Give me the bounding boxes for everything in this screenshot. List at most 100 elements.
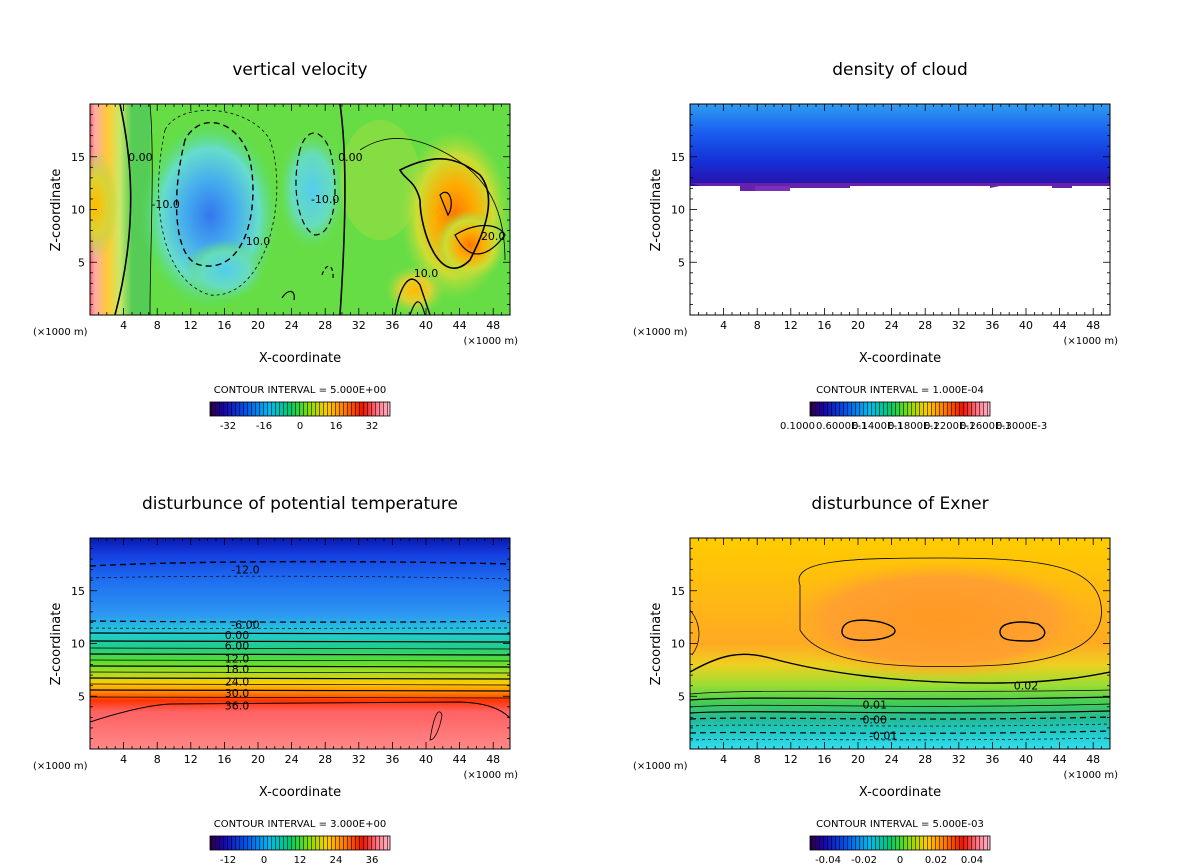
panel-exner: disturbunce of Exner 0.02 0.010.00 -0.01 4… [633,494,1118,866]
colorbar-tick-label: 0.2200E-1 [924,421,975,432]
colorbar-tick-label: 32 [366,421,379,432]
colorbar: -32 -16 0 16 32 [209,401,391,432]
contour-label: 0.02 [1014,680,1039,693]
x-tick-label: 4 [120,319,127,332]
x-tick-label: 32 [352,319,366,332]
x-tick-label: 32 [952,753,966,766]
colorbar-tick-label: 0.1800E-1 [888,421,939,432]
x-tick-label: 8 [754,319,761,332]
x-tick-label: 32 [952,319,966,332]
contour-label: 12.0 [225,652,250,665]
contour-labels: 0.02 0.010.00 -0.01 [863,680,1039,743]
colorbar-tick-label: 0 [261,855,267,866]
contour-label: 0.00 [863,713,888,726]
colorbar-tick-label: 12 [294,855,307,866]
y-tick-label: 15 [71,151,85,164]
colorbar-tick-label: 0 [897,855,903,866]
y-tick-label: 10 [671,204,685,217]
x-unit-right: (×1000 m) [463,336,518,347]
contour-label: 0.00 [128,151,153,164]
x-tick-label: 40 [419,319,433,332]
colorbar-ticks: 0.1000 0.6000E-10.1400E-10.1800E-10.2200E… [780,421,1047,432]
colorbar-tick-label: -0.02 [851,855,877,866]
contour-labels: 0.00 -10.0 10.0 -10.0 0.00 10.0 20.0 [128,151,505,280]
contour-label: 18.0 [225,663,250,676]
x-tick-label: 12 [184,753,198,766]
colorbar-tick-label: 16 [330,421,343,432]
contour-label: 24.0 [225,675,250,688]
x-tick-label: 44 [1053,753,1067,766]
x-unit-left: (×1000 m) [33,761,88,772]
colorbar-tick-label: 0.1000 [780,421,815,432]
chart-title: density of cloud [832,60,968,80]
contour-label: 20.0 [481,230,506,243]
x-tick-label: 40 [1019,753,1033,766]
x-unit-left: (×1000 m) [633,761,688,772]
x-tick-label: 36 [985,753,999,766]
x-tick-label: 24 [885,319,899,332]
x-tick-label: 40 [1019,319,1033,332]
x-unit-left: (×1000 m) [633,327,688,338]
y-axis-label: Z-coordinate [49,169,64,252]
chart-title: vertical velocity [232,60,367,80]
contour-label: -10.0 [311,193,339,206]
x-tick-label: 12 [784,319,798,332]
x-tick-label: 12 [784,753,798,766]
colorbar-tick-label: 0.04 [961,855,983,866]
colorbar-tick-label: 24 [330,855,343,866]
y-tick-label: 5 [678,256,685,269]
y-tick-label: 15 [671,151,685,164]
colorbar-ticks: -32 -16 0 16 32 [220,421,379,432]
x-tick-label: 4 [720,753,727,766]
x-tick-label: 28 [918,319,932,332]
y-tick-label: 10 [71,638,85,651]
x-tick-label: 8 [154,319,161,332]
y-tick-label: 10 [71,204,85,217]
x-tick-label: 44 [453,319,467,332]
y-tick-label: 5 [78,690,85,703]
x-tick-label: 28 [318,319,332,332]
x-tick-label: 44 [453,753,467,766]
x-tick-label: 16 [217,319,231,332]
x-tick-label: 12 [184,319,198,332]
colorbar-tick-label: -16 [256,421,272,432]
colorbar-tick-label: 0.2600E-1 [960,421,1011,432]
colorbar-tick-label: 36 [366,855,379,866]
x-tick-label: 20 [851,753,865,766]
x-tick-label: 48 [1086,319,1100,332]
colorbar-tick-label: 0.1400E-1 [852,421,903,432]
contour-label: -0.01 [869,729,897,742]
contour-label: -6.00 [231,619,259,632]
x-tick-label: 16 [817,319,831,332]
colorbar: -12 0 12 24 36 [209,835,391,866]
contour-label: -12.0 [231,564,259,577]
contour-label: 6.00 [225,640,250,653]
panel-vertical-velocity: vertical velocity [33,60,518,432]
contour-label: 0.01 [863,699,888,712]
x-axis-label: X-coordinate [259,785,341,800]
contour-label: 0.00 [225,629,250,642]
x-tick-label: 48 [486,319,500,332]
x-tick-label: 20 [251,319,265,332]
x-tick-label: 44 [1053,319,1067,332]
x-tick-label: 24 [285,753,299,766]
x-tick-label: 20 [851,319,865,332]
contour-interval: CONTOUR INTERVAL = 1.000E-04 [816,385,984,396]
heatmap-field [90,538,510,749]
chart-title: disturbunce of potential temperature [142,494,458,514]
chart-title: disturbunce of Exner [811,494,988,514]
x-tick-label: 8 [154,753,161,766]
x-tick-label: 24 [285,319,299,332]
colorbar-tick-label: -32 [220,421,236,432]
y-tick-label: 15 [671,585,685,598]
panel-potential-temperature: disturbunce of potential temperature -12… [33,494,518,866]
x-tick-label: 48 [1086,753,1100,766]
contour-label: 10.0 [414,267,439,280]
panel-density-of-cloud: density of cloud 4 8 12 16 20 24 28 32 36 40 44 485… [633,60,1118,432]
colorbar: -0.04 -0.02 0 0.02 0.04 [809,835,991,866]
